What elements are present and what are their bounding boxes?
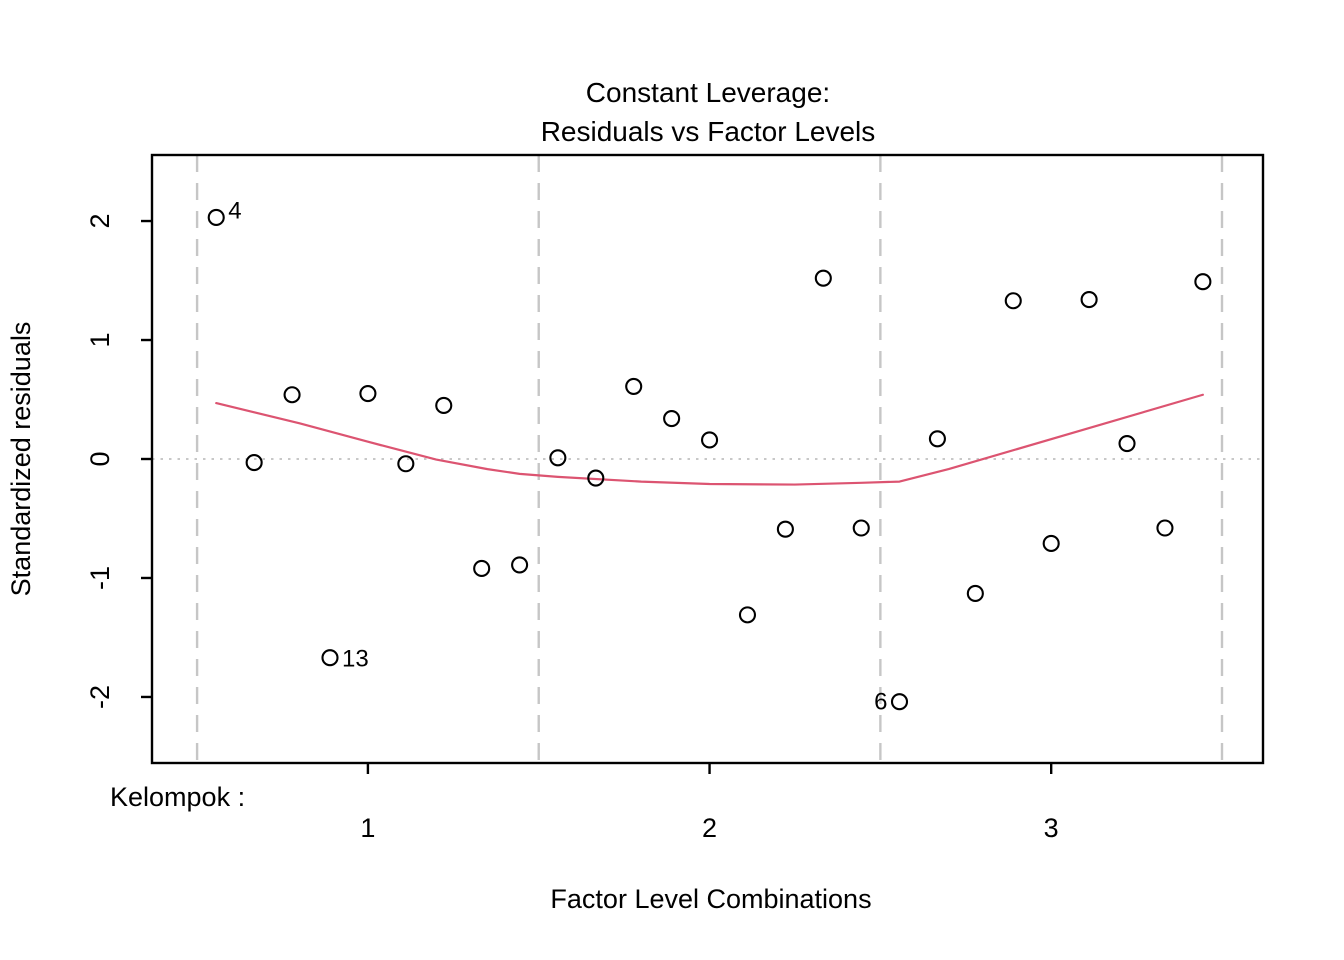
data-point bbox=[1080, 291, 1098, 309]
y-tick-label--1: -1 bbox=[85, 566, 115, 590]
data-point bbox=[700, 431, 719, 449]
point-label-4: 4 bbox=[228, 197, 241, 224]
data-point bbox=[738, 606, 757, 624]
data-point bbox=[511, 556, 529, 574]
point-label-13: 13 bbox=[342, 646, 369, 673]
data-point bbox=[283, 386, 301, 404]
data-point bbox=[852, 519, 870, 537]
plot-area: 4 13 6 2 1 0 -1 -2 1 2 3 bbox=[85, 153, 1265, 843]
point-label-6: 6 bbox=[874, 689, 887, 716]
x-tick-label-3: 3 bbox=[1044, 813, 1059, 843]
data-point bbox=[1042, 534, 1060, 553]
data-point bbox=[321, 649, 339, 667]
x-axis-label: Factor Level Combinations bbox=[550, 884, 871, 914]
data-point bbox=[625, 377, 643, 395]
data-point bbox=[1156, 519, 1174, 537]
factor-axis-prefix-label: Kelompok : bbox=[110, 782, 245, 812]
data-point bbox=[245, 454, 263, 472]
data-point bbox=[966, 584, 984, 603]
y-tick-label--2: -2 bbox=[85, 685, 115, 709]
data-point bbox=[890, 693, 909, 711]
data-point bbox=[359, 385, 377, 403]
chart-title-line2: Residuals vs Factor Levels bbox=[541, 116, 876, 147]
data-point bbox=[587, 469, 605, 487]
data-point bbox=[928, 430, 946, 448]
data-point bbox=[549, 449, 567, 467]
y-axis-label: Standardized residuals bbox=[6, 322, 36, 597]
chart-title-line1: Constant Leverage: bbox=[586, 77, 830, 108]
x-tick-label-1: 1 bbox=[360, 813, 375, 843]
y-tick-label-0: 0 bbox=[85, 451, 115, 466]
data-point bbox=[1194, 273, 1212, 291]
data-point bbox=[1118, 434, 1136, 453]
data-point bbox=[663, 409, 681, 428]
data-point bbox=[435, 396, 453, 415]
data-point bbox=[473, 559, 491, 578]
data-point bbox=[1004, 292, 1022, 310]
data-point bbox=[397, 455, 415, 473]
y-tick-label-2: 2 bbox=[85, 214, 115, 229]
data-point bbox=[814, 269, 832, 287]
data-point bbox=[207, 208, 225, 227]
data-point bbox=[776, 520, 794, 538]
x-tick-label-2: 2 bbox=[702, 813, 717, 843]
y-tick-label-1: 1 bbox=[85, 333, 115, 348]
smooth-line bbox=[215, 393, 1204, 486]
